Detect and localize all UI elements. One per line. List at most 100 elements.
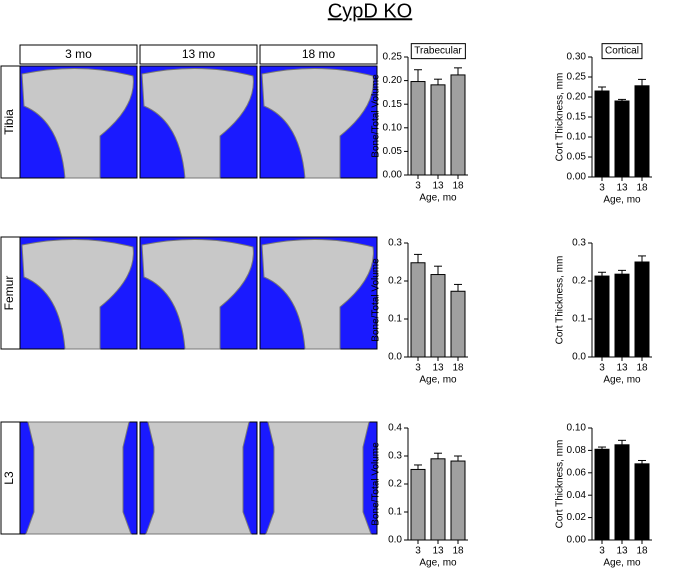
bone-scan xyxy=(261,238,374,350)
bone-scan xyxy=(261,67,374,179)
y-tick-label: 0.1 xyxy=(572,314,586,325)
y-tick-label: 0.30 xyxy=(567,52,587,63)
column-header-box xyxy=(259,44,378,65)
x-tick-label: 18 xyxy=(636,363,648,374)
x-tick-label: 3 xyxy=(599,363,605,374)
bar xyxy=(634,85,650,178)
y-tick-label: 0.2 xyxy=(388,479,402,490)
x-axis-label: Age, mo xyxy=(603,195,641,206)
bone-scan xyxy=(145,421,252,535)
x-tick-label: 18 xyxy=(452,546,464,557)
y-tick-label: 0.05 xyxy=(567,152,587,163)
y-tick-label: 0.25 xyxy=(383,52,403,63)
x-tick-label: 3 xyxy=(415,546,421,557)
x-tick-label: 3 xyxy=(599,546,605,557)
y-axis-label: Bone/Total Volume xyxy=(371,74,382,158)
y-tick-label: 0.3 xyxy=(388,451,402,462)
x-tick-label: 18 xyxy=(452,363,464,374)
y-tick-label: 0.05 xyxy=(383,146,403,157)
x-tick-label: 13 xyxy=(616,363,628,374)
x-tick-label: 13 xyxy=(616,546,628,557)
y-tick-label: 0.15 xyxy=(567,112,587,123)
y-tick-label: 0.20 xyxy=(383,75,403,86)
y-tick-label: 0.2 xyxy=(388,276,402,287)
chart-title: Cortical xyxy=(605,46,639,57)
y-tick-label: 0.10 xyxy=(383,122,403,133)
column-header-box xyxy=(19,44,138,65)
bar xyxy=(450,460,466,541)
y-tick-label: 0.1 xyxy=(388,507,402,518)
row-label: L3 xyxy=(2,471,16,485)
bone-scan xyxy=(265,421,372,535)
y-axis-label: Bone/Total Volume xyxy=(371,442,382,526)
column-header: 13 mo xyxy=(182,47,216,61)
bar xyxy=(634,463,650,541)
y-tick-label: 0.00 xyxy=(383,170,403,181)
bone-scan xyxy=(141,238,254,350)
x-tick-label: 18 xyxy=(452,181,464,192)
bone-scan xyxy=(21,238,134,350)
y-tick-label: 0.3 xyxy=(572,238,586,249)
y-axis-label: Cort Thickness, mm xyxy=(555,73,566,162)
bar xyxy=(410,81,426,176)
x-tick-label: 13 xyxy=(432,363,444,374)
y-tick-label: 0.08 xyxy=(567,445,587,456)
x-tick-label: 3 xyxy=(599,183,605,194)
row-label: Femur xyxy=(2,276,16,311)
x-tick-label: 3 xyxy=(415,363,421,374)
column-header: 18 mo xyxy=(302,47,336,61)
x-tick-label: 18 xyxy=(636,183,648,194)
y-axis-label: Cort Thickness, mm xyxy=(555,256,566,345)
bar xyxy=(594,448,610,541)
y-tick-label: 0.4 xyxy=(388,423,402,434)
chart-title: Trabecular xyxy=(414,46,462,57)
y-tick-label: 0.04 xyxy=(567,490,587,501)
bar xyxy=(594,275,610,358)
y-tick-label: 0.02 xyxy=(567,512,587,523)
y-tick-label: 0.2 xyxy=(572,276,586,287)
x-axis-label: Age, mo xyxy=(603,558,641,569)
row-label: Tibia xyxy=(2,109,16,135)
bar xyxy=(450,74,466,176)
bar xyxy=(430,274,446,358)
bar xyxy=(614,273,630,358)
y-tick-label: 0.00 xyxy=(567,172,587,183)
chart-title-box xyxy=(601,43,643,60)
bar xyxy=(594,90,610,178)
x-axis-label: Age, mo xyxy=(419,375,457,386)
x-axis-label: Age, mo xyxy=(603,375,641,386)
x-tick-label: 18 xyxy=(636,546,648,557)
column-header: 3 mo xyxy=(65,47,92,61)
y-tick-label: 0.0 xyxy=(572,352,586,363)
y-tick-label: 0.10 xyxy=(567,423,587,434)
x-axis-label: Age, mo xyxy=(419,558,457,569)
bar xyxy=(634,261,650,358)
y-tick-label: 0.15 xyxy=(383,99,403,110)
y-tick-label: 0.3 xyxy=(388,238,402,249)
bar xyxy=(450,290,466,358)
column-header-box xyxy=(139,44,258,65)
x-tick-label: 13 xyxy=(616,183,628,194)
y-axis-label: Cort Thickness, mm xyxy=(555,440,566,529)
y-tick-label: 0.20 xyxy=(567,92,587,103)
y-tick-label: 0.00 xyxy=(567,535,587,546)
bar xyxy=(430,84,446,176)
bone-scan xyxy=(141,67,254,179)
y-tick-label: 0.06 xyxy=(567,467,587,478)
y-tick-label: 0.0 xyxy=(388,535,402,546)
x-tick-label: 3 xyxy=(415,181,421,192)
bone-scan xyxy=(21,67,134,179)
bar xyxy=(614,444,630,541)
x-tick-label: 13 xyxy=(432,181,444,192)
y-tick-label: 0.25 xyxy=(567,72,587,83)
x-tick-label: 13 xyxy=(432,546,444,557)
x-axis-label: Age, mo xyxy=(419,193,457,204)
bar xyxy=(430,458,446,541)
y-tick-label: 0.1 xyxy=(388,314,402,325)
y-tick-label: 0.0 xyxy=(388,352,402,363)
bar xyxy=(410,468,426,541)
chart-title-box xyxy=(410,43,466,60)
figure-title: CypD KO xyxy=(328,0,412,22)
bar xyxy=(410,262,426,358)
